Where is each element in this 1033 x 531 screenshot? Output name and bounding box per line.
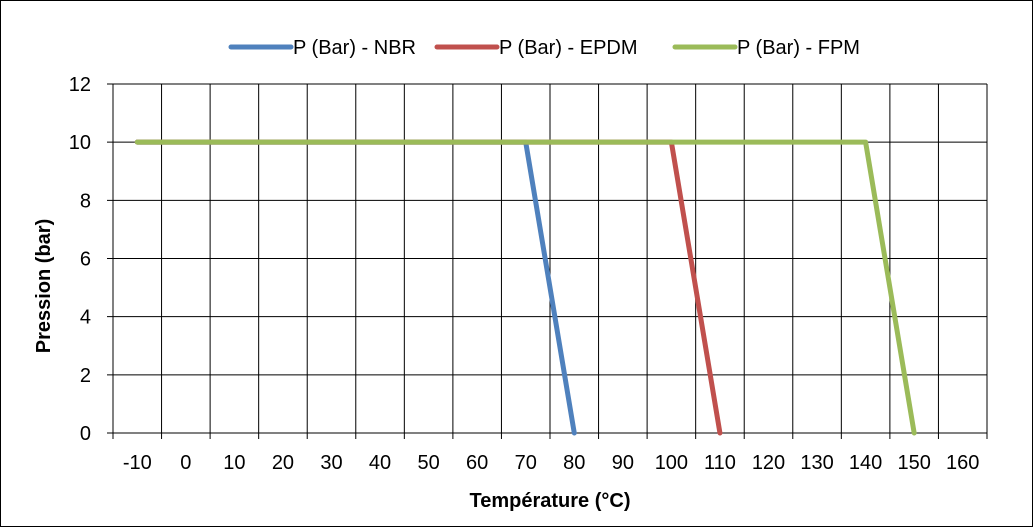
x-tick-label: 0 (180, 452, 191, 474)
legend-label: P (Bar) - NBR (293, 37, 416, 59)
x-tick-label: 20 (272, 452, 294, 474)
legend-label: P (Bar) - FPM (737, 37, 860, 59)
x-tick-label: 70 (515, 452, 537, 474)
y-tick-label: 0 (80, 423, 91, 445)
x-tick-label: 60 (466, 452, 488, 474)
x-tick-label: -10 (123, 452, 152, 474)
y-tick-label: 4 (80, 307, 91, 329)
x-tick-label: 140 (849, 452, 882, 474)
y-tick-label: 2 (80, 365, 91, 387)
x-tick-label: 50 (417, 452, 439, 474)
ticks-layer: -10 0 10 20 30 40 50 60 70 80 90 100 110 120 130 140 150… (69, 74, 980, 474)
x-tick-label: 40 (369, 452, 391, 474)
x-tick-label: 100 (655, 452, 688, 474)
x-axis-title: Température (°C) (470, 490, 631, 512)
x-tick-label: 90 (612, 452, 634, 474)
legend-layer: P (Bar) - NBR P (Bar) - EPDM P (Bar) - FPM (228, 37, 860, 59)
x-tick-label: 130 (800, 452, 833, 474)
x-tick-label: 10 (223, 452, 245, 474)
y-tick-label: 8 (80, 190, 91, 212)
x-tick-label: 150 (897, 452, 930, 474)
x-tick-label: 80 (563, 452, 585, 474)
x-tick-label: 30 (320, 452, 342, 474)
series-line-3 (134, 139, 917, 436)
y-tick-label: 10 (69, 132, 91, 154)
x-tick-label: 110 (704, 452, 736, 474)
x-tick-label: 160 (946, 452, 979, 474)
series-layer (134, 139, 917, 436)
y-tick-label: 12 (69, 74, 91, 96)
y-tick-label: 6 (80, 249, 91, 271)
legend-label: P (Bar) - EPDM (499, 37, 638, 59)
series-line-2 (134, 139, 723, 436)
x-tick-label: 120 (752, 452, 785, 474)
y-axis-title: Pression (bar) (33, 219, 55, 353)
